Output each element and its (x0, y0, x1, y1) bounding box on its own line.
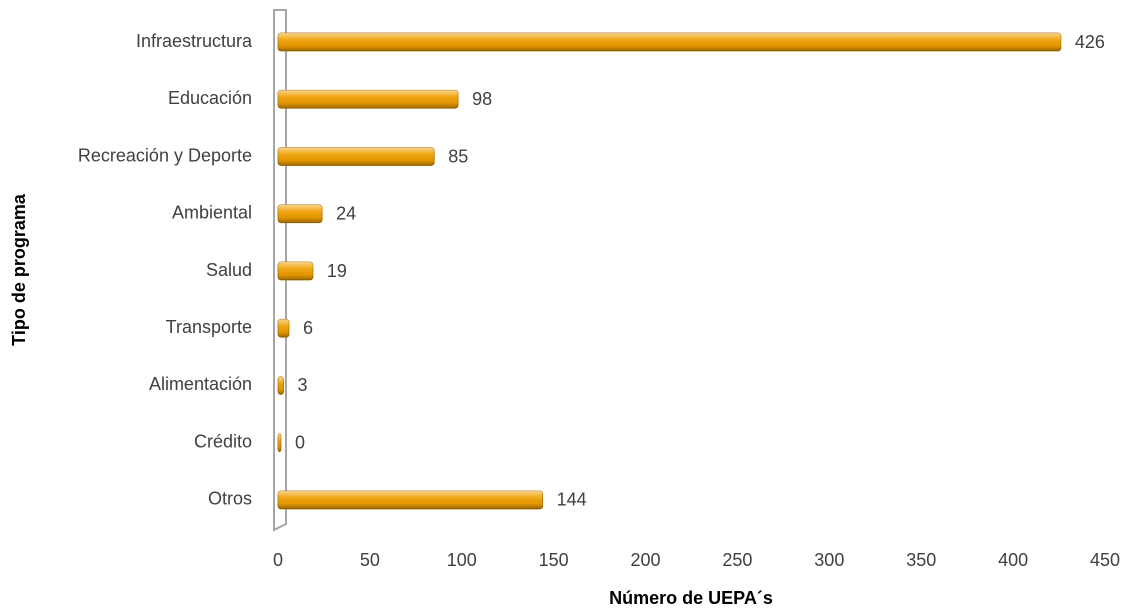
bar-shading (278, 433, 281, 452)
bar-shading (278, 319, 290, 338)
x-tick-label: 350 (906, 550, 936, 570)
data-label: 98 (472, 89, 492, 109)
y-tick-label: Crédito (194, 431, 252, 451)
x-tick-label: 0 (273, 550, 283, 570)
y-tick-label: Educación (168, 88, 252, 108)
x-tick-label: 200 (631, 550, 661, 570)
data-label: 19 (327, 261, 347, 281)
x-tick-label: 250 (722, 550, 752, 570)
bar-shading (278, 90, 459, 109)
data-label: 426 (1075, 32, 1105, 52)
bar-shading (278, 262, 313, 280)
y-tick-label: Ambiental (172, 203, 252, 223)
bar-shading (278, 376, 284, 395)
data-label: 6 (303, 318, 313, 338)
plot-wall (273, 9, 287, 532)
bar-shading (278, 204, 323, 223)
bar-shading (278, 490, 543, 509)
data-label: 144 (557, 490, 587, 510)
x-tick-label: 400 (998, 550, 1028, 570)
data-label: 0 (295, 432, 305, 452)
x-tick-label: 50 (360, 550, 380, 570)
y-tick-label: Alimentación (149, 374, 252, 394)
x-axis-title: Número de UEPA´s (609, 588, 773, 608)
y-tick-label: Otros (208, 489, 252, 509)
y-tick-label: Salud (206, 260, 252, 280)
data-label: 3 (298, 375, 308, 395)
y-tick-label: Recreación y Deporte (78, 145, 252, 165)
data-label: 85 (448, 146, 468, 166)
bar-shading (278, 33, 1061, 52)
x-tick-label: 150 (539, 550, 569, 570)
x-tick-label: 450 (1090, 550, 1120, 570)
x-tick-label: 100 (447, 550, 477, 570)
x-tick-label: 300 (814, 550, 844, 570)
data-label: 24 (336, 204, 356, 224)
y-tick-label: Transporte (166, 317, 252, 337)
y-tick-label: Infraestructura (136, 31, 253, 51)
bar-shading (278, 147, 435, 166)
y-axis-title: Tipo de programa (9, 193, 29, 346)
